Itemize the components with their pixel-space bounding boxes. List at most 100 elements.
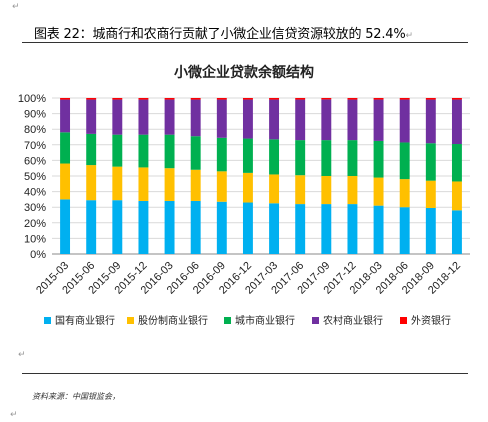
bar-segment xyxy=(321,176,332,205)
bar-segment xyxy=(112,98,123,100)
return-mark-middle: ↵ xyxy=(18,350,26,360)
bar-segment xyxy=(295,140,306,176)
legend-label: 农村商业银行 xyxy=(323,314,383,327)
legend-item: 城市商业银行 xyxy=(224,314,295,327)
bar-segment xyxy=(242,202,253,254)
bar-segment xyxy=(112,134,123,167)
bar-segment xyxy=(86,200,97,254)
bar-segment xyxy=(451,99,462,145)
bar-segment xyxy=(164,134,175,169)
bar-stack xyxy=(242,98,253,254)
bar-stack xyxy=(60,98,71,254)
legend-swatch xyxy=(44,317,51,324)
bar-segment xyxy=(347,99,358,141)
bar-segment xyxy=(86,165,97,201)
legend-item: 国有商业银行 xyxy=(44,314,115,327)
bar-segment xyxy=(242,172,253,203)
bar-segment xyxy=(216,171,227,202)
bar-segment xyxy=(269,203,280,254)
bar-segment xyxy=(86,99,97,134)
bar-segment xyxy=(86,98,97,100)
bar-segment xyxy=(451,210,462,254)
bar-segment xyxy=(347,204,358,254)
bar-segment xyxy=(373,98,384,100)
bar-segment xyxy=(86,133,97,166)
y-tick-label: 60% xyxy=(24,155,46,167)
y-tick-label: 50% xyxy=(24,171,46,183)
bar-segment xyxy=(295,204,306,254)
y-tick-label: 10% xyxy=(24,233,46,245)
bar-segment xyxy=(399,142,410,180)
y-tick-label: 0% xyxy=(30,249,46,261)
bar-segment xyxy=(138,200,149,254)
y-tick-label: 30% xyxy=(24,202,46,214)
bar-stack xyxy=(269,98,280,254)
bar-stack xyxy=(190,98,201,254)
bar-segment xyxy=(399,179,410,208)
y-tick-label: 90% xyxy=(24,109,46,121)
legend-swatch xyxy=(224,317,231,324)
y-tick-label: 100% xyxy=(18,93,46,105)
bar-segment xyxy=(451,98,462,100)
bars xyxy=(60,98,462,254)
source-note: 资料来源：中国银监会， xyxy=(32,392,120,401)
bar-segment xyxy=(373,205,384,254)
bar-segment xyxy=(60,163,71,200)
bar-segment xyxy=(451,144,462,182)
caption-label: 图表 22： xyxy=(34,27,93,42)
bar-stack xyxy=(216,98,227,254)
legend-label: 外资银行 xyxy=(411,314,451,327)
legend-item: 外资银行 xyxy=(400,314,451,327)
bar-segment xyxy=(138,98,149,100)
figure-caption: 图表 22：城商行和农商行贡献了小微企业信贷资源较放的 52.4%↵ xyxy=(34,23,464,42)
bar-segment xyxy=(216,98,227,100)
bar-stack xyxy=(399,98,410,254)
bar-segment xyxy=(269,99,280,140)
bar-segment xyxy=(373,140,384,178)
bar-stack xyxy=(112,98,123,254)
bar-segment xyxy=(451,181,462,211)
bar-segment xyxy=(60,132,71,164)
bar-segment xyxy=(190,200,201,254)
bar-segment xyxy=(425,99,436,144)
bar-segment xyxy=(138,167,149,201)
bar-segment xyxy=(190,169,201,201)
bar-segment xyxy=(373,177,384,206)
bar-segment xyxy=(425,207,436,254)
bar-segment xyxy=(164,99,175,135)
bar-segment xyxy=(112,200,123,254)
bar-segment xyxy=(295,98,306,100)
bar-stack xyxy=(373,98,384,254)
x-axis-ticks: 2015-032015-062015-092015-122016-032016-… xyxy=(34,260,463,297)
bar-stack xyxy=(295,98,306,254)
bar-segment xyxy=(269,98,280,100)
bar-segment xyxy=(425,180,436,208)
legend-swatch xyxy=(400,317,407,324)
bar-stack xyxy=(138,98,149,254)
y-tick-label: 40% xyxy=(24,187,46,199)
bar-stack xyxy=(164,98,175,254)
return-mark-top: ↵ xyxy=(12,2,20,12)
bar-segment xyxy=(216,99,227,138)
bottom-rule xyxy=(22,373,468,374)
bar-segment xyxy=(399,99,410,143)
bar-segment xyxy=(269,174,280,204)
bar-segment xyxy=(295,99,306,141)
bar-stack xyxy=(425,98,436,254)
legend: 国有商业银行 股份制商业银行 城市商业银行 农村商业银行 外资银行 xyxy=(44,314,451,327)
legend-label: 城市商业银行 xyxy=(235,314,295,327)
bar-stack xyxy=(347,98,358,254)
bar-segment xyxy=(347,140,358,176)
bar-segment xyxy=(216,201,227,254)
bar-stack xyxy=(451,98,462,254)
bar-segment xyxy=(399,207,410,254)
bar-segment xyxy=(425,143,436,181)
bar-segment xyxy=(295,175,306,205)
bar-segment xyxy=(138,134,149,168)
bar-segment xyxy=(190,136,201,170)
bar-segment xyxy=(347,176,358,205)
y-tick-label: 80% xyxy=(24,124,46,136)
y-axis-ticks: 0% 10% 20% 30% 40% 50% 60% 70% 80% 90% 100% xyxy=(18,93,46,261)
bar-segment xyxy=(60,199,71,254)
bar-segment xyxy=(321,204,332,254)
